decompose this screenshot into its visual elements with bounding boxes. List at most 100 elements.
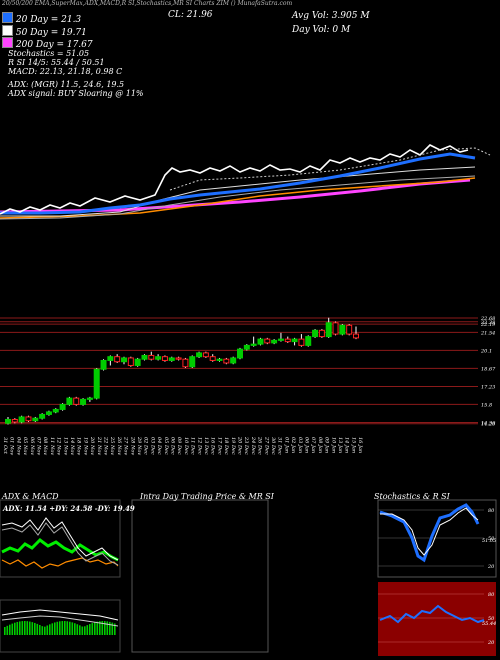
stoch-k-line [379,503,480,563]
macd-hist-bar [11,623,14,635]
date-tick: 28 Nov [129,436,135,455]
macd-hist-bar [9,624,11,635]
ema50-value: 50 Day = 19.71 [15,28,87,38]
date-tick: 03 Dec [149,437,155,455]
date-tick: 02 Jan [290,437,296,453]
candle-down [209,356,216,361]
candle-up [32,417,39,422]
date-tick: 19 Nov [82,437,88,455]
price-level-label: 18.67 [481,366,496,372]
candle-down [264,338,271,344]
candle-down [73,397,80,405]
candle-down [182,358,189,368]
rsi-line [379,604,485,624]
candle-up [230,357,237,364]
candle-down [332,322,339,335]
date-tick: 08 Nov [42,437,48,455]
candle-down [11,418,18,423]
macd-hist-bar [64,621,66,635]
macd-hist-bar [59,621,61,635]
date-tick: 07 Nov [36,437,42,455]
date-tick: 11 Nov [49,437,55,455]
rsi-value-label: 55.44 [482,621,496,627]
date-tick: 10 Dec [183,437,189,455]
candle-down [353,333,359,339]
date-tick: 04 Nov [15,437,21,455]
stoch-value-label: 51.05 [482,538,496,544]
candle-up [121,357,127,363]
ema50-swatch [2,25,13,36]
candle-up [277,338,284,341]
ema20-line [0,152,476,215]
date-tick: 18 Nov [76,437,82,455]
macd-hist-bar [26,621,29,635]
date-tick: 31 Dec [277,437,283,455]
date-tick: 19 Dec [230,437,236,455]
macd-hist-bar [4,627,6,635]
stoch-level-label: 50 [488,536,495,542]
macd-hist-bar [34,622,36,635]
candle-down [25,416,32,422]
ema-band-lower [0,175,476,220]
intraday-panel-title: Intra Day Trading Price & MR SI [140,492,274,501]
price-line [0,144,469,215]
date-tick: 16 Dec [210,437,216,455]
candle-up [216,358,223,361]
macd-hist-bar [44,626,46,635]
rsi-value: R SI 14/5: 55.44 / 50.51 [8,58,105,67]
price-level-label: 22.19 [480,322,496,328]
date-tick: 06 Dec [170,437,176,455]
stochastics-value: Stochastics = 51.05 [8,49,90,58]
candle-down [175,357,182,360]
candle-up [134,358,141,366]
macd-hist-bar [81,626,84,635]
date-tick: 14 Nov [69,437,75,455]
date-tick: 10 Jan [330,437,336,453]
date-tick: 01 Jan [283,437,289,453]
candle-up [339,324,346,335]
candle-up [80,398,87,405]
date-tick: 27 Dec [263,436,269,455]
macd-hist-bar [114,623,116,635]
candle-up [189,356,196,368]
price-level-label: 17.23 [481,384,495,390]
macd-hist-bar [21,621,24,635]
candle-up [141,354,148,360]
date-tick: 29 Nov [136,436,142,455]
macd-signal-line [1,609,119,621]
date-tick: 18 Dec [223,437,229,455]
ema200-value: 200 Day = 17.67 [15,40,93,50]
candle-down [318,329,325,338]
rsi-panel [378,582,496,656]
macd-hist-bar [49,624,51,635]
candle-up [100,359,107,370]
date-tick: 12 Dec [196,437,202,455]
date-tick: 09 Jan [324,437,330,453]
macd-hist-bar [51,623,54,635]
date-tick: 13 Jan [337,437,343,453]
candle-up [86,397,93,400]
date-tick: 13 Dec [203,437,209,455]
ema-band-upper [0,166,476,217]
candle-up [5,418,11,424]
macd-main-line [1,615,119,627]
ema200-swatch [2,37,13,48]
rsi-level-label: 20 [487,640,495,646]
macd-hist-bar [46,625,49,635]
macd-hist-bar [31,622,34,635]
macd-hist-bar [69,621,71,635]
ema50-legend: 50 Day = 19.71 [2,25,87,38]
candle-up [93,368,100,399]
candle-up [155,356,162,360]
date-tick: 13 Nov [62,437,68,455]
stoch-panel-title: Stochastics & R SI [374,492,450,501]
date-tick: 04 Dec [156,437,162,455]
date-tick: 08 Jan [317,437,323,453]
avg-volume: Avg Vol: 3.905 M [292,11,370,21]
candle-up [291,338,298,343]
date-tick: 07 Jan [310,437,316,453]
adx-signal: ADX signal: BUY Sloaring @ 11% [8,89,144,98]
date-tick: 20 Nov [89,436,95,455]
candle-down [161,356,168,361]
